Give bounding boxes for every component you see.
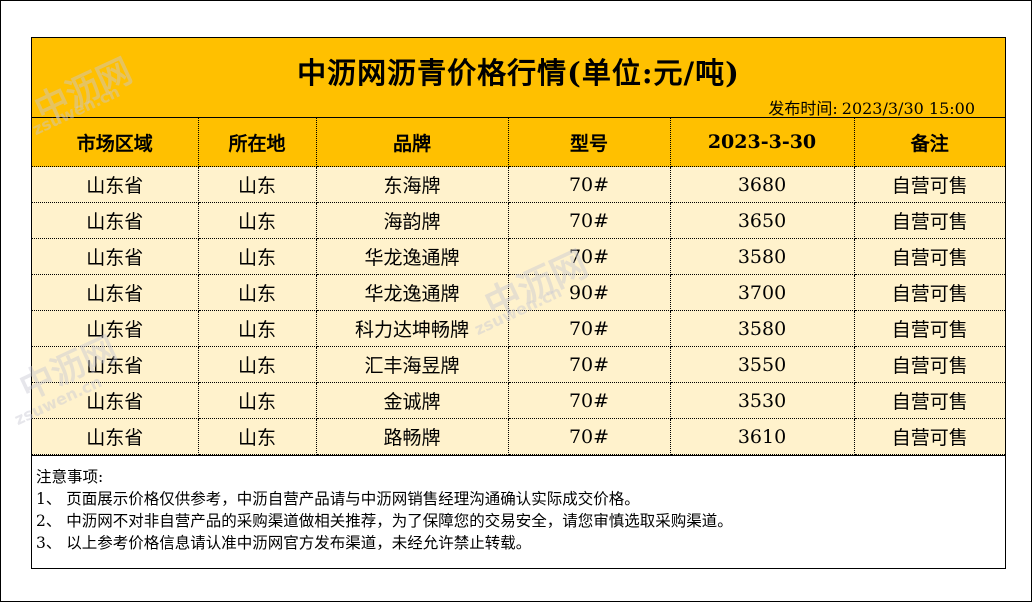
cell-brand: 路畅牌 — [315, 418, 509, 455]
cell-region: 山东省 — [32, 382, 199, 419]
cell-brand: 东海牌 — [315, 166, 509, 203]
cell-model: 70# — [507, 310, 671, 347]
cell-remark: 自营可售 — [853, 274, 1005, 311]
table-row: 山东省 山东 华龙逸通牌 90# 3700 自营可售 — [32, 274, 1005, 311]
table-row: 山东省 山东 汇丰海昱牌 70# 3550 自营可售 — [32, 346, 1005, 383]
cell-model: 70# — [507, 418, 671, 455]
cell-remark: 自营可售 — [853, 310, 1005, 347]
cell-remark: 自营可售 — [853, 418, 1005, 455]
cell-price: 3610 — [669, 418, 855, 455]
cell-region: 山东省 — [32, 166, 199, 203]
cell-remark: 自营可售 — [853, 202, 1005, 239]
cell-location: 山东 — [197, 418, 317, 455]
note-item: 2、 中沥网不对非自营产品的采购渠道做相关推荐，为了保障您的交易安全，请您审慎选… — [36, 512, 733, 530]
cell-model: 70# — [507, 166, 671, 203]
cell-brand: 汇丰海昱牌 — [315, 346, 509, 383]
sheet-title: 中沥网沥青价格行情(单位:元/吨) — [297, 56, 740, 90]
cell-price: 3700 — [669, 274, 855, 311]
cell-location: 山东 — [197, 238, 317, 275]
note-item: 1、 页面展示价格仅供参考，中沥自营产品请与中沥网销售经理沟通确认实际成交价格。 — [36, 490, 640, 508]
note-item: 3、 以上参考价格信息请认准中沥网官方发布渠道，未经允许禁止转载。 — [36, 534, 532, 552]
cell-location: 山东 — [197, 202, 317, 239]
header-location: 所在地 — [197, 118, 317, 167]
header-model: 型号 — [507, 118, 671, 167]
cell-model: 90# — [507, 274, 671, 311]
cell-price: 3580 — [669, 238, 855, 275]
cell-brand: 金诚牌 — [315, 382, 509, 419]
cell-location: 山东 — [197, 382, 317, 419]
price-table: 市场区域 所在地 品牌 型号 2023-3-30 备注 山东省 山东 东海牌 7… — [32, 118, 1005, 455]
cell-brand: 华龙逸通牌 — [315, 238, 509, 275]
cell-remark: 自营可售 — [853, 238, 1005, 275]
cell-location: 山东 — [197, 310, 317, 347]
cell-model: 70# — [507, 346, 671, 383]
cell-brand: 科力达坤畅牌 — [315, 310, 509, 347]
cell-price: 3650 — [669, 202, 855, 239]
cell-region: 山东省 — [32, 202, 199, 239]
publish-time-value: 2023/3/30 15:00 — [841, 99, 975, 118]
cell-location: 山东 — [197, 346, 317, 383]
header-region: 市场区域 — [32, 118, 199, 167]
cell-brand: 华龙逸通牌 — [315, 274, 509, 311]
cell-region: 山东省 — [32, 238, 199, 275]
cell-model: 70# — [507, 238, 671, 275]
cell-model: 70# — [507, 202, 671, 239]
header-date-price: 2023-3-30 — [669, 118, 855, 167]
table-row: 山东省 山东 科力达坤畅牌 70# 3580 自营可售 — [32, 310, 1005, 347]
title-bar: 中沥网沥青价格行情(单位:元/吨) 发布时间: 2023/3/30 15:00 — [32, 38, 1005, 118]
cell-brand: 海韵牌 — [315, 202, 509, 239]
cell-remark: 自营可售 — [853, 382, 1005, 419]
table-row: 山东省 山东 海韵牌 70# 3650 自营可售 — [32, 202, 1005, 239]
cell-region: 山东省 — [32, 346, 199, 383]
price-sheet: 中沥网沥青价格行情(单位:元/吨) 发布时间: 2023/3/30 15:00 市… — [31, 37, 1006, 569]
table-header-row: 市场区域 所在地 品牌 型号 2023-3-30 备注 — [32, 118, 1005, 167]
cell-remark: 自营可售 — [853, 166, 1005, 203]
table-row: 山东省 山东 华龙逸通牌 70# 3580 自营可售 — [32, 238, 1005, 275]
cell-location: 山东 — [197, 274, 317, 311]
cell-region: 山东省 — [32, 310, 199, 347]
cell-model: 70# — [507, 382, 671, 419]
notes-heading: 注意事项: — [36, 468, 104, 486]
header-brand: 品牌 — [315, 118, 509, 167]
table-row: 山东省 山东 路畅牌 70# 3610 自营可售 — [32, 418, 1005, 455]
cell-location: 山东 — [197, 166, 317, 203]
cell-price: 3580 — [669, 310, 855, 347]
publish-time-label: 发布时间: — [768, 99, 838, 118]
cell-remark: 自营可售 — [853, 346, 1005, 383]
cell-price: 3530 — [669, 382, 855, 419]
publish-time: 发布时间: 2023/3/30 15:00 — [764, 95, 975, 119]
cell-region: 山东省 — [32, 274, 199, 311]
cell-price: 3550 — [669, 346, 855, 383]
notes-section: 注意事项: 1、 页面展示价格仅供参考，中沥自营产品请与中沥网销售经理沟通确认实… — [32, 455, 1005, 568]
cell-region: 山东省 — [32, 418, 199, 455]
header-remark: 备注 — [853, 118, 1005, 167]
table-row: 山东省 山东 东海牌 70# 3680 自营可售 — [32, 166, 1005, 203]
table-row: 山东省 山东 金诚牌 70# 3530 自营可售 — [32, 382, 1005, 419]
cell-price: 3680 — [669, 166, 855, 203]
